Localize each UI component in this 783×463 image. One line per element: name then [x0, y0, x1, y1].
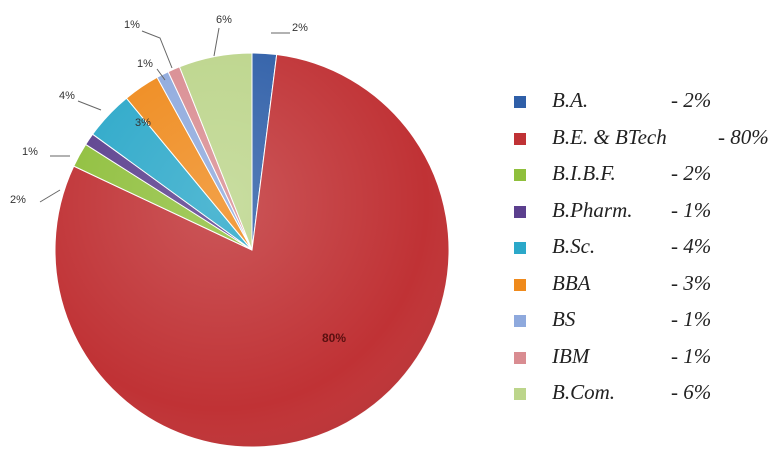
- legend-swatch: [514, 315, 526, 327]
- legend-percent: - 1%: [671, 307, 712, 331]
- data-label-bba: 3%: [135, 117, 151, 129]
- legend-swatch: [514, 96, 526, 108]
- leader-line-ibm: [141, 30, 173, 69]
- legend-item-bba: BBA - 3%: [514, 269, 779, 306]
- legend-swatch: [514, 169, 526, 181]
- legend: B.A. - 2% B.E. & BTech - 80% B.I.B.F. - 2% B.P…: [514, 86, 779, 415]
- legend-item-b-i-b-f: B.I.B.F. - 2%: [514, 159, 779, 196]
- legend-label: B.Com.: [552, 380, 615, 404]
- legend-percent: - 2%: [671, 161, 712, 185]
- legend-label: B.E. & BTech: [552, 124, 667, 149]
- legend-label: BBA: [552, 270, 591, 295]
- legend-item-ibm: IBM - 1%: [514, 342, 779, 379]
- legend-percent: - 3%: [671, 270, 712, 295]
- legend-label: B.Pharm.: [552, 197, 633, 222]
- pie-slices: [54, 52, 450, 448]
- legend-label: B.I.B.F.: [552, 161, 616, 185]
- data-label-ibm: 1%: [124, 19, 140, 31]
- data-label-b-com: 6%: [216, 14, 232, 26]
- legend-label: B.A.: [552, 88, 589, 112]
- legend-swatch: [514, 132, 526, 145]
- pie-data-labels: 2% 80% 2% 1% 4% 3% 1% 1% 6%: [10, 14, 346, 345]
- leader-line-b-com: [213, 27, 220, 57]
- legend-swatch: [514, 388, 526, 400]
- data-label-b-i-b-f: 2%: [10, 194, 26, 206]
- legend-item-b-a: B.A. - 2%: [514, 86, 779, 123]
- leader-line-bs: [156, 68, 166, 81]
- data-label-b-e-btech: 80%: [322, 331, 346, 345]
- legend-percent: - 6%: [671, 380, 712, 404]
- legend-swatch: [514, 205, 526, 218]
- data-label-b-a: 2%: [292, 22, 308, 34]
- data-label-b-sc: 4%: [59, 90, 75, 102]
- legend-label: IBM: [552, 343, 590, 368]
- legend-percent: - 4%: [671, 234, 712, 258]
- legend-swatch: [514, 242, 526, 254]
- legend-item-b-com: B.Com. - 6%: [514, 378, 779, 415]
- legend-percent: - 80%: [718, 124, 769, 149]
- legend-item-b-e-btech: B.E. & BTech - 80%: [514, 123, 779, 160]
- legend-percent: - 1%: [671, 343, 712, 368]
- legend-item-b-pharm: B.Pharm. - 1%: [514, 196, 779, 233]
- data-label-bs: 1%: [137, 58, 153, 70]
- data-label-b-pharm: 1%: [22, 146, 38, 158]
- legend-label: BS: [552, 307, 576, 331]
- legend-item-b-sc: B.Sc. - 4%: [514, 232, 779, 269]
- legend-item-bs: BS - 1%: [514, 305, 779, 342]
- leader-line-b-sc: [77, 100, 102, 111]
- leader-line-b-i-b-f: [39, 189, 61, 203]
- legend-swatch: [514, 278, 526, 291]
- legend-label: B.Sc.: [552, 234, 596, 258]
- legend-percent: - 2%: [671, 88, 712, 112]
- pie-chart: 2% 80% 2% 1% 4% 3% 1% 1% 6%: [10, 14, 450, 448]
- legend-percent: - 1%: [671, 197, 712, 222]
- legend-swatch: [514, 351, 526, 364]
